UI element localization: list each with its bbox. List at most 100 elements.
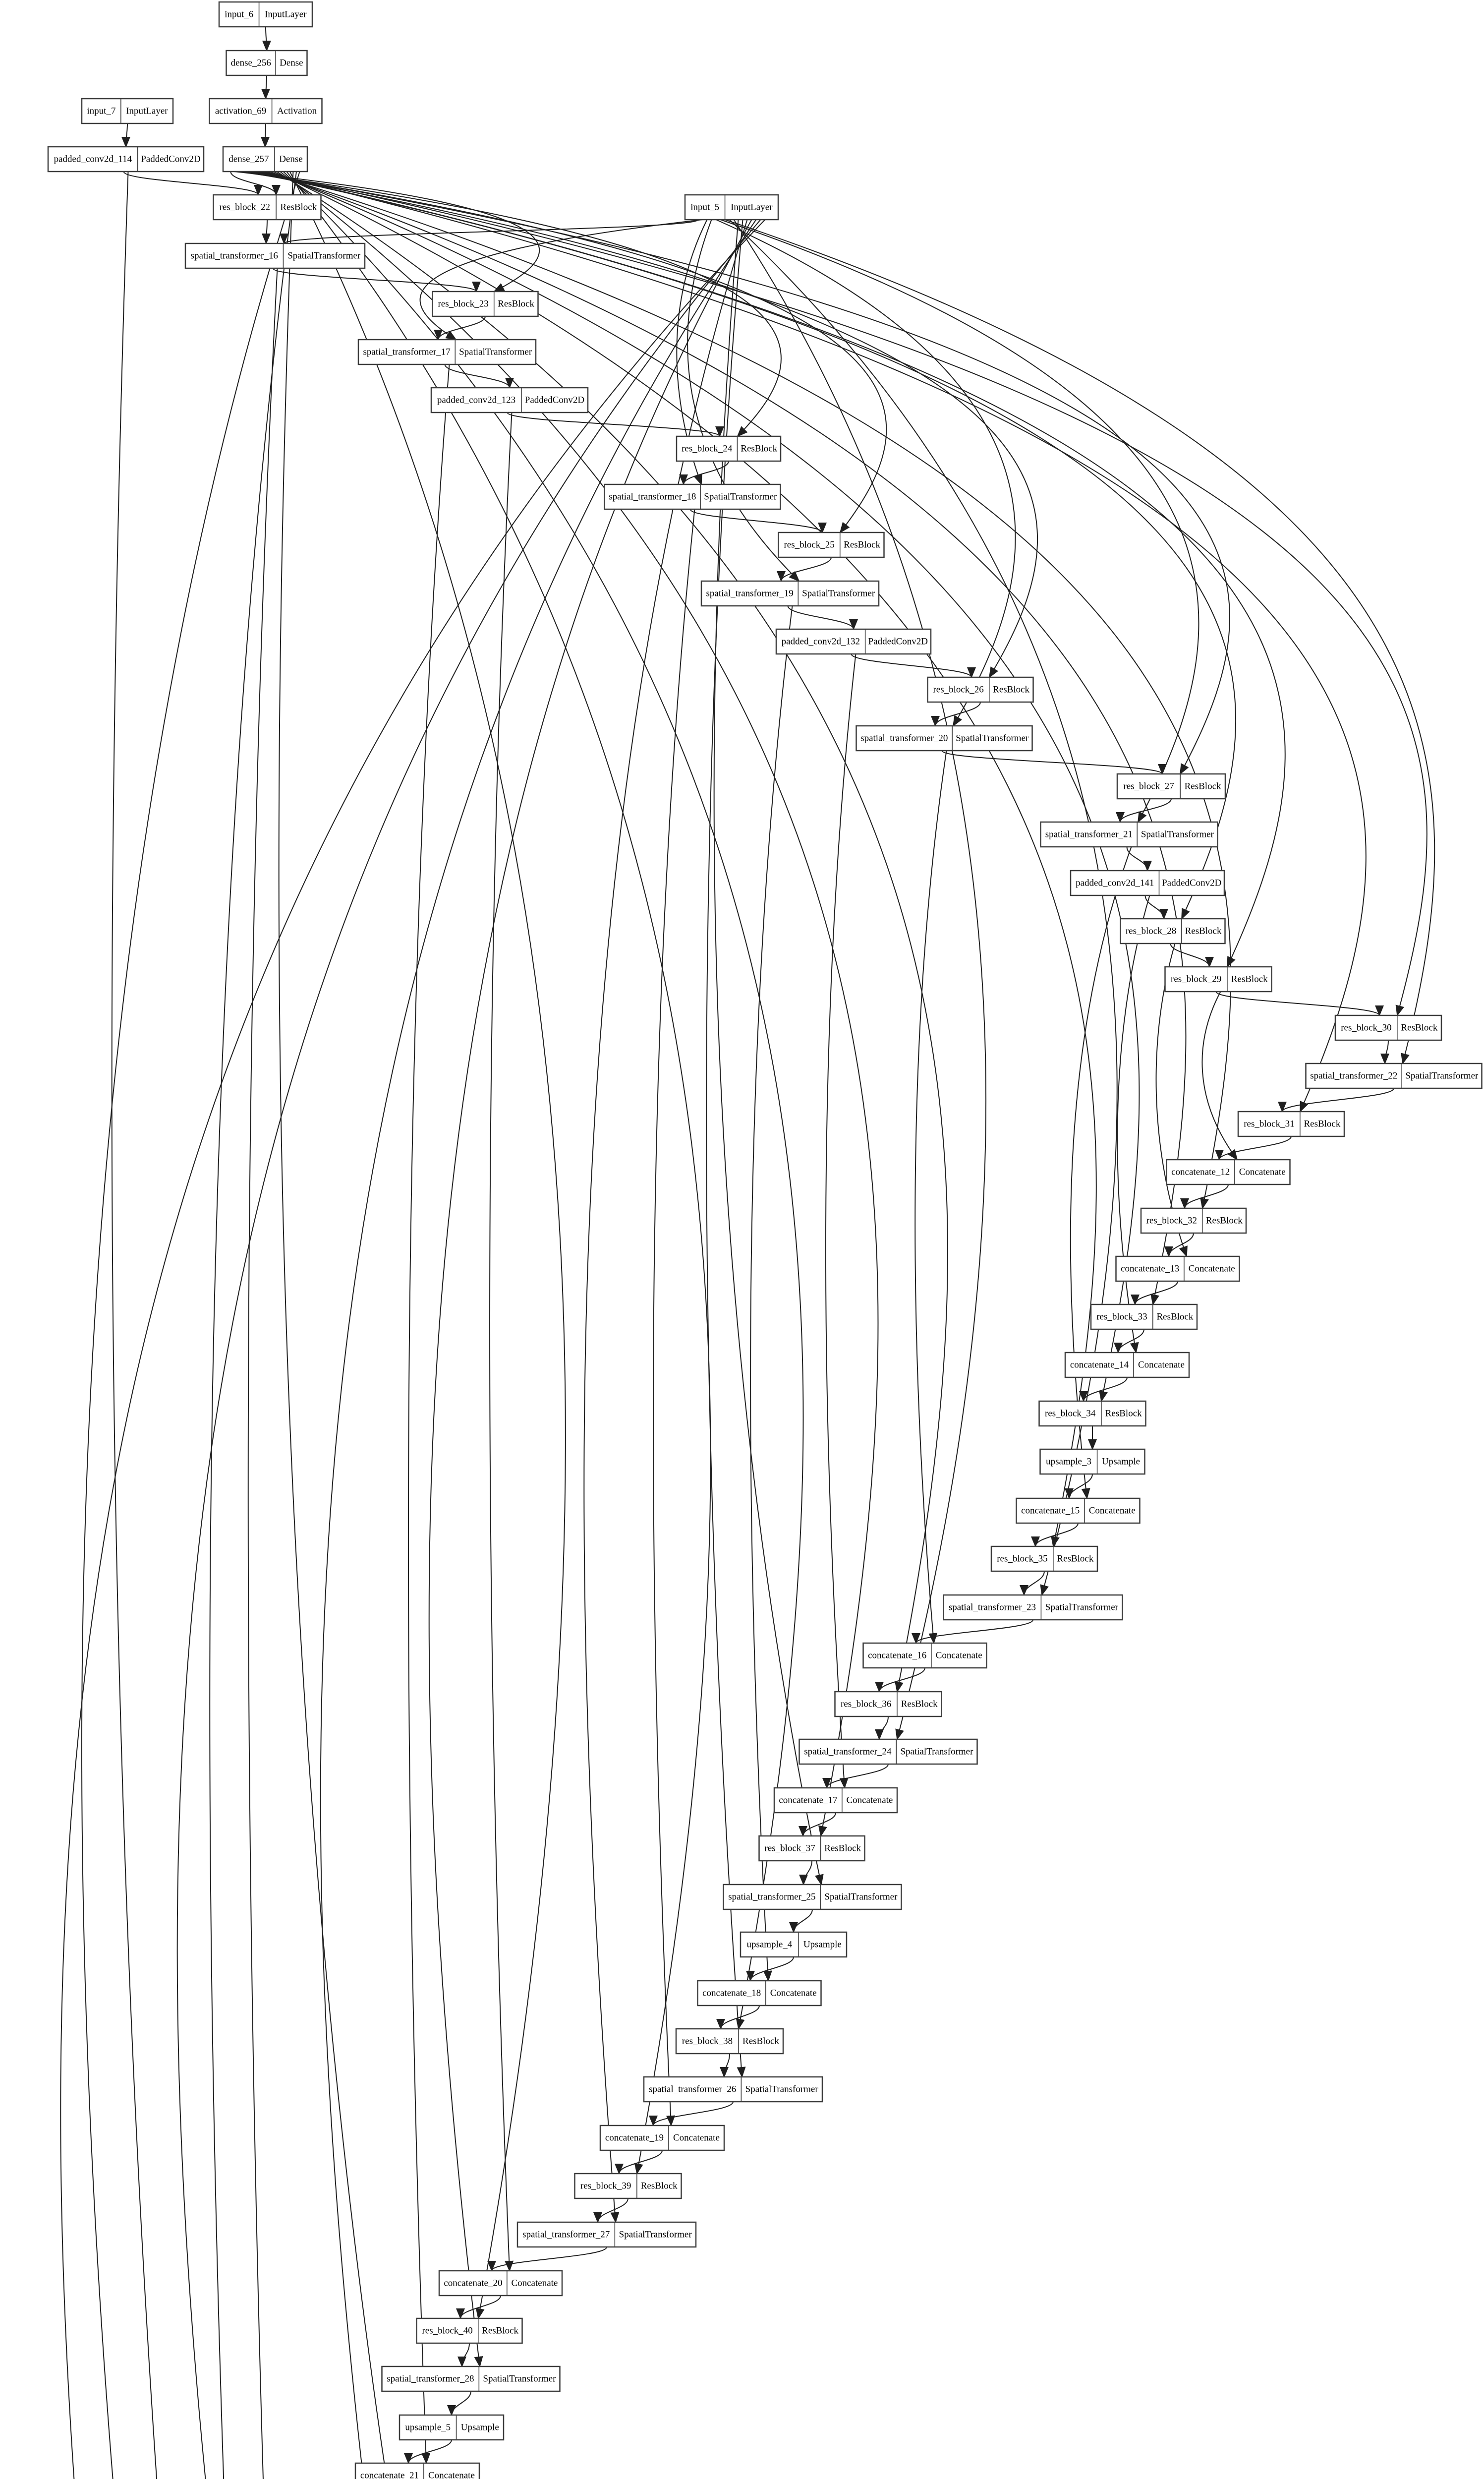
edge-upsample_4-to-concatenate_18	[746, 1956, 794, 1982]
edge-padded_conv2d_141-to-res_block_28	[1144, 895, 1168, 920]
edge-spatial_transformer_21-to-concatenate_15	[1070, 846, 1132, 1499]
node-box	[740, 1931, 848, 1958]
edge-input_5-to-spatial_transformer_25	[713, 219, 824, 1886]
node-name-label: res_block_25	[784, 539, 834, 550]
node-box	[81, 98, 174, 124]
edge-res_block_35-to-spatial_transformer_23	[1020, 1571, 1045, 1596]
node-type-label: PaddedConv2D	[1162, 878, 1221, 888]
node-type-label: SpatialTransformer	[704, 491, 777, 502]
node-type-label: SpatialTransformer	[1141, 829, 1214, 839]
node-type-label: Upsample	[461, 2422, 499, 2432]
node-box	[574, 2173, 682, 2199]
node-name-label: spatial_transformer_19	[706, 588, 794, 598]
node-type-label: SpatialTransformer	[459, 347, 532, 357]
node-name-label: spatial_transformer_18	[609, 491, 696, 502]
node-type-label: ResBlock	[993, 684, 1029, 695]
node-type-label: SpatialTransformer	[745, 2084, 819, 2094]
edge-concatenate_13-to-res_block_33	[1131, 1281, 1178, 1305]
node-name-label: res_block_30	[1341, 1022, 1391, 1033]
node-type-label: ResBlock	[741, 443, 777, 454]
node-box	[1120, 918, 1226, 944]
node-box	[1166, 1159, 1291, 1185]
node-box	[697, 1980, 822, 2007]
node-name-label: res_block_34	[1045, 1408, 1096, 1418]
node-res_block_27: res_block_27 ResBlock	[1116, 773, 1226, 800]
node-input_6: input_6 InputLayer	[218, 1, 313, 28]
node-res_block_30: res_block_30 ResBlock	[1334, 1014, 1442, 1041]
node-type-label: SpatialTransformer	[1405, 1070, 1479, 1081]
node-type-label: InputLayer	[731, 202, 773, 212]
node-name-label: res_block_39	[580, 2181, 631, 2191]
edge-res_block_40-to-spatial_transformer_28	[457, 2343, 470, 2367]
node-box	[599, 2125, 725, 2151]
edge-input_5-to-spatial_transformer_19	[687, 219, 800, 582]
edge-input_7-to-padded_conv2d_114	[121, 123, 131, 148]
edge-concatenate_15-to-res_block_35	[1031, 1523, 1079, 1547]
node-box	[684, 194, 779, 221]
node-box	[675, 2028, 784, 2055]
edge-dense_257-to-res_block_31	[260, 171, 1367, 1113]
edge-upsample_5-to-concatenate_21	[404, 2439, 452, 2464]
edge-spatial_transformer_20-to-concatenate_16	[914, 750, 947, 1644]
node-type-label: SpatialTransformer	[802, 588, 875, 598]
node-type-label: SpatialTransformer	[956, 733, 1029, 743]
node-spatial_transformer_22: spatial_transformer_22 SpatialTransformer	[1305, 1062, 1483, 1089]
edge-concatenate_19-to-res_block_39	[615, 2150, 663, 2175]
node-type-label: ResBlock	[1156, 1311, 1193, 1322]
node-type-label: ResBlock	[482, 2325, 518, 2336]
edge-dense_257-to-res_block_32	[263, 171, 1232, 1209]
node-type-label: InputLayer	[265, 9, 307, 19]
node-res_block_31: res_block_31 ResBlock	[1237, 1111, 1345, 1137]
edge-padded_conv2d_114-to-res_block_22	[123, 171, 263, 196]
edge-input_5-to-spatial_transformer_30	[176, 219, 761, 2479]
edge-res_block_38-to-spatial_transformer_26	[720, 2053, 730, 2078]
node-dense_256: dense_256 Dense	[226, 50, 308, 76]
node-upsample_3: upsample_3 Upsample	[1039, 1448, 1145, 1475]
edge-res_block_22-to-spatial_transformer_16	[262, 219, 271, 244]
node-name-label: spatial_transformer_28	[387, 2373, 474, 2384]
node-box	[1039, 1448, 1145, 1475]
node-type-label: PaddedConv2D	[141, 154, 200, 164]
node-upsample_4: upsample_4 Upsample	[740, 1931, 848, 1958]
edge-dense_257-to-res_block_28	[250, 171, 1237, 920]
edge-dense_257-to-res_block_24	[237, 171, 782, 437]
node-res_block_26: res_block_26 ResBlock	[927, 676, 1034, 703]
edge-spatial_transformer_18-to-concatenate_19	[653, 509, 695, 2126]
edge-upsample_3-to-concatenate_15	[1065, 1474, 1093, 1499]
node-res_block_29: res_block_29 ResBlock	[1164, 966, 1272, 993]
node-box	[218, 1, 313, 28]
node-name-label: concatenate_16	[868, 1650, 926, 1660]
node-name-label: spatial_transformer_26	[649, 2084, 736, 2094]
node-spatial_transformer_17: spatial_transformer_17 SpatialTransformer	[357, 339, 537, 365]
node-concatenate_17: concatenate_17 Concatenate	[773, 1787, 898, 1814]
node-type-label: ResBlock	[280, 202, 317, 212]
node-type-label: Concatenate	[1138, 1359, 1185, 1370]
node-box	[354, 2462, 480, 2479]
node-type-label: Concatenate	[511, 2278, 558, 2288]
edge-input_6-to-dense_256	[262, 26, 271, 52]
edge-input_5-to-spatial_transformer_21	[720, 219, 1199, 823]
node-spatial_transformer_28: spatial_transformer_28 SpatialTransformer	[381, 2365, 561, 2392]
node-type-label: Upsample	[803, 1939, 842, 1949]
edge-res_block_33-to-concatenate_14	[1114, 1329, 1144, 1354]
edge-input_5-to-spatial_transformer_24	[733, 219, 987, 1740]
node-res_block_23: res_block_23 ResBlock	[432, 291, 539, 317]
node-box	[222, 146, 308, 173]
edge-input_5-to-spatial_transformer_16	[280, 219, 699, 244]
node-box	[399, 2414, 505, 2441]
edge-spatial_transformer_19-to-concatenate_18	[750, 605, 793, 1982]
node-box	[1064, 1352, 1190, 1378]
node-name-label: padded_conv2d_114	[54, 154, 132, 164]
node-name-label: concatenate_18	[702, 1988, 761, 1998]
node-type-label: SpatialTransformer	[619, 2229, 692, 2240]
node-concatenate_18: concatenate_18 Concatenate	[697, 1980, 822, 2007]
node-padded_conv2d_123: padded_conv2d_123 PaddedConv2D	[430, 387, 589, 413]
edge-concatenate_17-to-res_block_37	[799, 1812, 836, 1837]
node-res_block_22: res_block_22 ResBlock	[213, 194, 322, 221]
node-box	[357, 339, 537, 365]
node-box	[416, 2317, 523, 2344]
edge-res_block_25-to-spatial_transformer_19	[777, 557, 832, 582]
node-type-label: PaddedConv2D	[868, 636, 928, 647]
